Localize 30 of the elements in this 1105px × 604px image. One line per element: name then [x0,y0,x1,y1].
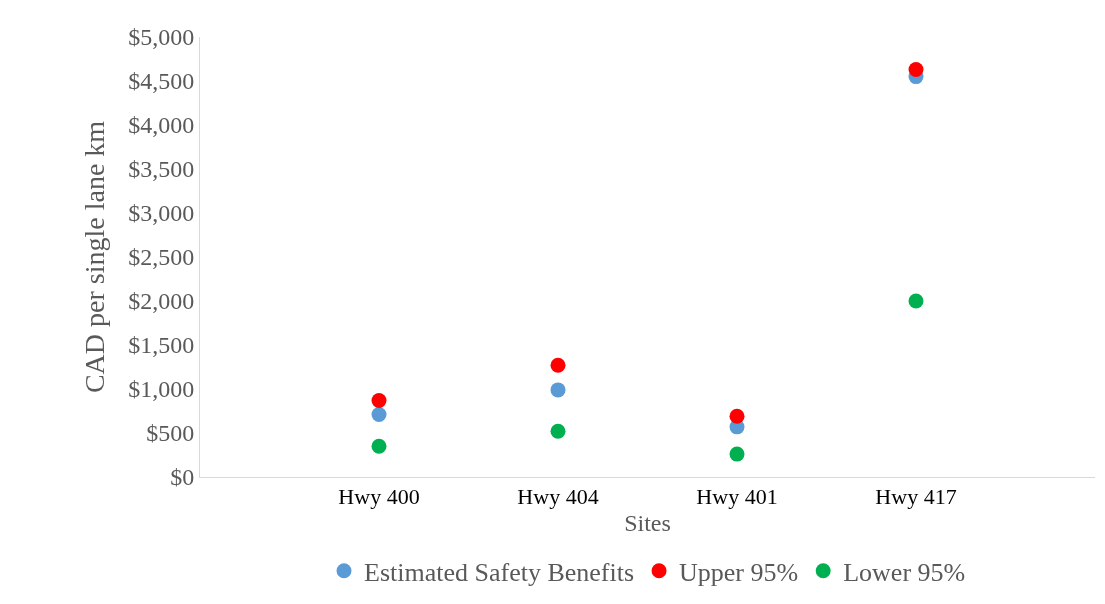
point [729,408,745,424]
y-axis-title: CAD per single lane km [78,120,110,394]
point [908,62,924,78]
point [371,438,387,454]
point [550,357,566,373]
x-tick-label: Hwy 417 [875,484,957,510]
y-tick-label: $2,500 [128,244,195,271]
y-tick-label: $5,000 [128,24,195,51]
point [550,423,566,439]
x-axis-title: Sites [624,509,671,536]
x-tick-label: Hwy 404 [517,484,599,510]
point [371,392,387,408]
y-tick-label: $1,000 [128,376,195,403]
x-tick-label: Hwy 400 [338,484,420,510]
point [729,446,745,462]
legend-label: Upper 95% [679,557,799,587]
x-tick-label: Hwy 401 [696,484,778,510]
point [371,407,387,423]
legend-label: Estimated Safety Benefits [364,557,635,587]
y-tick-label: $4,500 [128,68,195,95]
y-tick-label: $500 [146,420,195,447]
y-tick-label: $1,500 [128,332,195,359]
y-tick-label: $3,000 [128,200,195,227]
y-tick-label: $4,000 [128,112,195,139]
point [550,382,566,398]
y-tick-label: $0 [170,464,195,491]
y-tick-label: $2,000 [128,288,195,315]
y-tick-label: $3,500 [128,156,195,183]
legend-label: Lower 95% [843,557,966,587]
point [908,293,924,309]
